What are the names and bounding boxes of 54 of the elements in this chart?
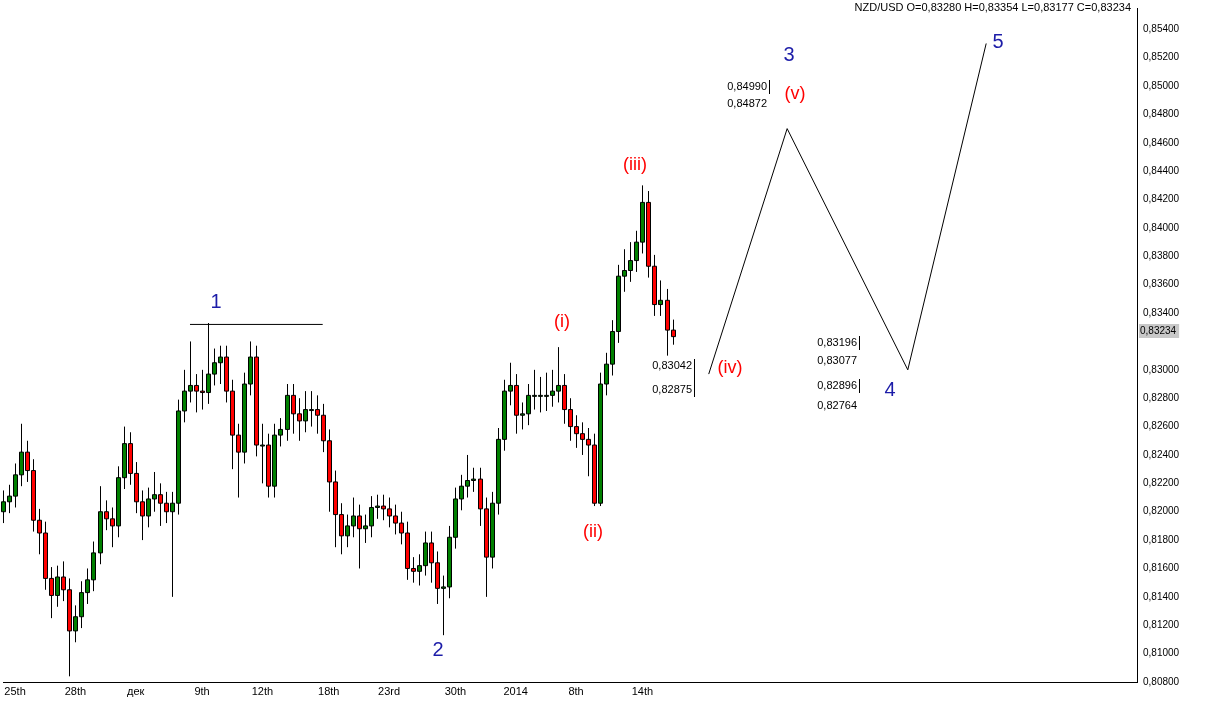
y-tick-label: 0,84600: [1143, 136, 1180, 148]
annotation: 0,83196: [817, 336, 857, 349]
y-tick-label: 0,81200: [1143, 618, 1180, 630]
text: 0,83234: [1140, 324, 1177, 336]
y-tick-label: 0,84800: [1143, 108, 1180, 120]
annotation: 4: [884, 377, 896, 400]
annotation: (i): [554, 310, 570, 331]
annotation: 3: [783, 42, 795, 65]
annotation: 0,84990: [727, 80, 767, 93]
annotation: (ii): [583, 520, 603, 541]
y-tick-label: 0,82400: [1143, 448, 1180, 460]
annotation: (v): [784, 82, 806, 103]
x-tick-label: 18th: [318, 684, 340, 697]
x-tick-label: 23rd: [378, 684, 401, 697]
y-tick-label: 0,82800: [1143, 391, 1180, 403]
y-tick-label: 0,83000: [1143, 363, 1180, 375]
annotation: 5: [992, 29, 1004, 52]
annotation: 1: [210, 289, 222, 312]
annotation: 0,82896: [817, 379, 857, 392]
x-tick-label: 2014: [503, 684, 528, 697]
x-tick-label: 9th: [194, 684, 210, 697]
y-tick-label: 0,81800: [1143, 533, 1180, 545]
y-tick-label: 0,81600: [1143, 562, 1180, 574]
y-tick-label: 0,85000: [1143, 79, 1180, 91]
x-tick-label: 25th: [4, 684, 26, 697]
y-tick-label: 0,84000: [1143, 221, 1180, 233]
y-tick-label: 0,83600: [1143, 278, 1180, 290]
y-tick-label: 0,81000: [1143, 647, 1180, 659]
x-tick-label: 30th: [444, 684, 467, 697]
chart-title: NZD/USD O=0,83280 H=0,83354 L=0,83177 C=0,83234: [854, 0, 1131, 13]
annotation: 0,83077: [817, 354, 857, 367]
annotation: 2: [432, 637, 444, 660]
y-tick-label: 0,84200: [1143, 193, 1180, 205]
x-tick-label: 8th: [568, 684, 584, 697]
y-tick-label: 0,82600: [1143, 420, 1180, 432]
y-tick-label: 0,81400: [1143, 590, 1180, 602]
y-tick-label: 0,84400: [1143, 164, 1180, 176]
annotation: (iii): [623, 153, 647, 174]
x-tick-label: 28th: [64, 684, 87, 697]
annotation: 0,82764: [817, 399, 857, 412]
y-tick-label: 0,85400: [1143, 23, 1180, 35]
y-tick-label: 0,82200: [1143, 477, 1180, 489]
y-tick-label: 0,83800: [1143, 250, 1180, 262]
y-tick-label: 0,82000: [1143, 505, 1180, 517]
x-tick-label: дек: [127, 684, 145, 697]
annotation: (iv): [717, 356, 743, 377]
annotation: 0,83042: [652, 359, 692, 372]
x-tick-label: 12th: [251, 684, 274, 697]
annotation: 0,84872: [727, 97, 767, 110]
y-tick-label: 0,80800: [1143, 675, 1180, 687]
y-tick-label: 0,83400: [1143, 306, 1180, 318]
y-tick-label: 0,85200: [1143, 51, 1180, 63]
x-tick-label: 14th: [631, 684, 654, 697]
annotation: 0,82875: [652, 383, 692, 396]
